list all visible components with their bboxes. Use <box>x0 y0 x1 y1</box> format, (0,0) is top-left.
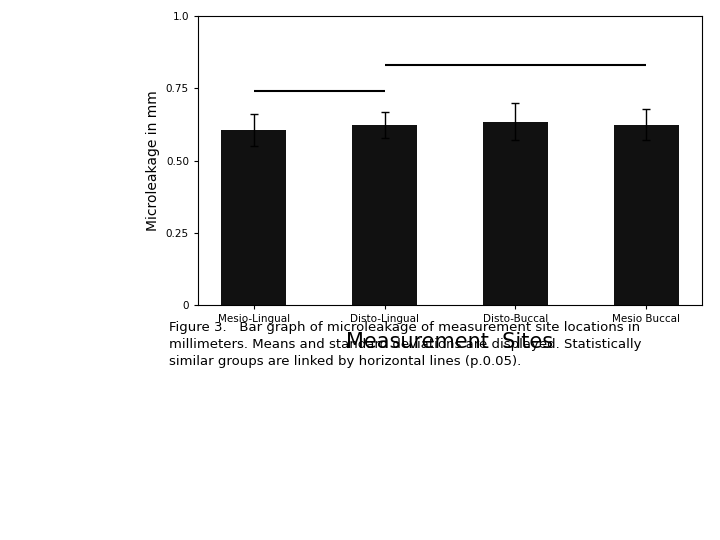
Bar <box>482 122 548 305</box>
X-axis label: Measurement  Sites: Measurement Sites <box>346 333 554 353</box>
Y-axis label: Microleakage in mm: Microleakage in mm <box>146 90 161 231</box>
Bar <box>221 130 287 305</box>
Bar <box>613 125 679 305</box>
Bar <box>352 125 418 305</box>
Text: Figure 3.   Bar graph of microleakage of measurement site locations in
millimete: Figure 3. Bar graph of microleakage of m… <box>169 321 642 368</box>
